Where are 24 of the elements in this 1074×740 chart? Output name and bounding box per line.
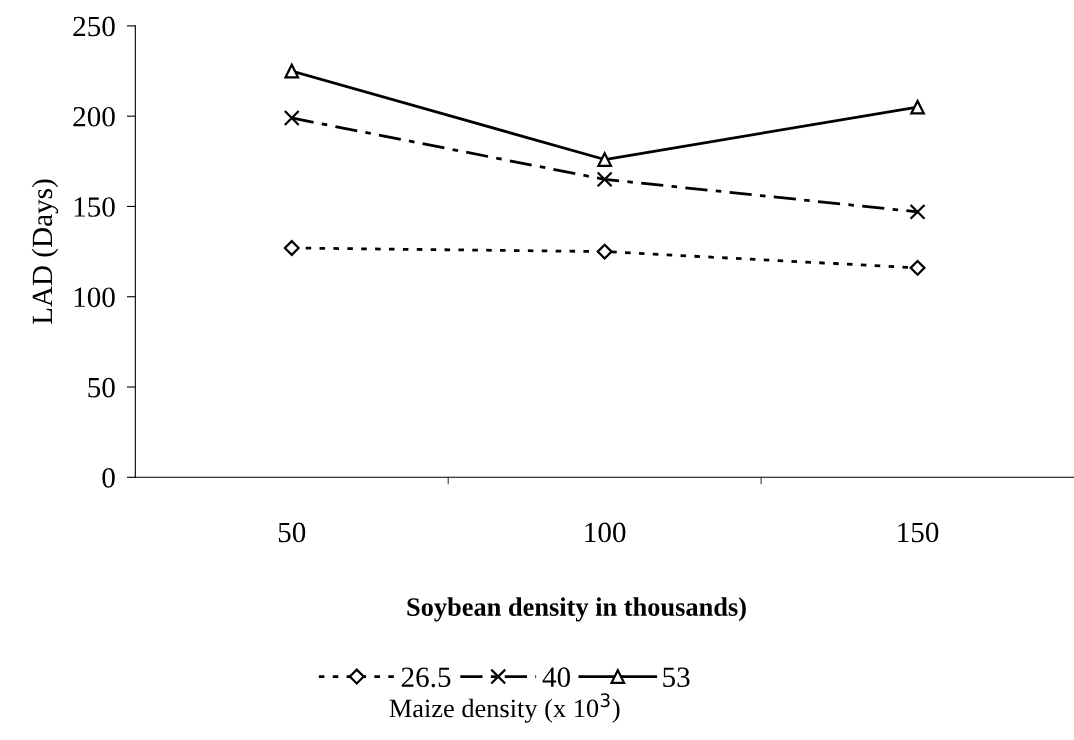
y-axis-title: LAD (Days): [31, 179, 59, 325]
x-tick-label: 50: [278, 522, 306, 543]
point: [596, 171, 613, 188]
y-tick-label: 150: [74, 197, 115, 217]
y-tick-label: 100: [74, 287, 115, 308]
point: [909, 259, 926, 276]
point: [597, 152, 613, 167]
point: [284, 63, 300, 79]
x-tick-label: 100: [585, 522, 626, 543]
point: [283, 240, 300, 256]
point: [910, 99, 925, 115]
legend-label: 53: [663, 667, 690, 688]
x-tick-label: 150: [898, 522, 939, 543]
point: [596, 243, 613, 260]
y-tick-label: 50: [88, 377, 115, 398]
legend-label: 26.5: [401, 667, 451, 688]
legend-label: 40: [542, 667, 571, 688]
y-tick-label: 0: [102, 468, 115, 488]
point: [909, 203, 926, 220]
legend-title: Maize density (x 10$^{3}$): [389, 693, 620, 723]
point: [283, 109, 300, 127]
x-axis-title: Soybean density in thousands): [407, 597, 746, 622]
y-tick-label: 200: [73, 106, 115, 127]
y-tick-label: 250: [73, 16, 115, 37]
